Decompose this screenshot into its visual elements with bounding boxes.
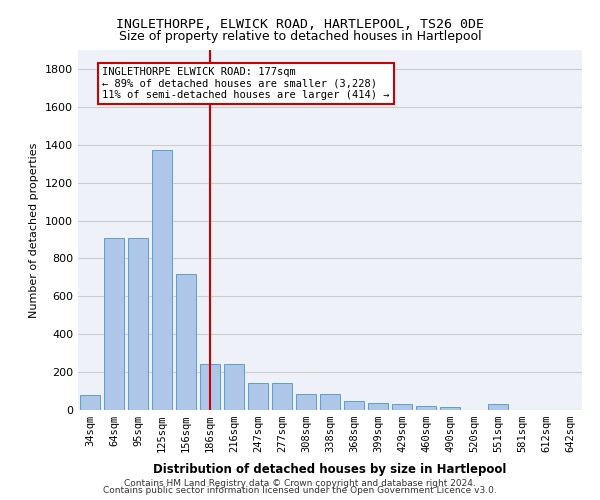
Bar bbox=[344, 400, 364, 410]
Bar bbox=[176, 274, 196, 410]
Bar bbox=[440, 407, 460, 410]
Bar bbox=[104, 238, 124, 410]
Bar bbox=[80, 395, 100, 410]
Bar bbox=[392, 404, 412, 410]
Text: Contains public sector information licensed under the Open Government Licence v3: Contains public sector information licen… bbox=[103, 486, 497, 495]
Y-axis label: Number of detached properties: Number of detached properties bbox=[29, 142, 40, 318]
Bar bbox=[128, 238, 148, 410]
Text: Contains HM Land Registry data © Crown copyright and database right 2024.: Contains HM Land Registry data © Crown c… bbox=[124, 478, 476, 488]
Text: INGLETHORPE, ELWICK ROAD, HARTLEPOOL, TS26 0DE: INGLETHORPE, ELWICK ROAD, HARTLEPOOL, TS… bbox=[116, 18, 484, 30]
Bar bbox=[248, 384, 268, 410]
X-axis label: Distribution of detached houses by size in Hartlepool: Distribution of detached houses by size … bbox=[154, 464, 506, 476]
Bar bbox=[152, 150, 172, 410]
Text: Size of property relative to detached houses in Hartlepool: Size of property relative to detached ho… bbox=[119, 30, 481, 43]
Bar bbox=[272, 384, 292, 410]
Text: INGLETHORPE ELWICK ROAD: 177sqm
← 89% of detached houses are smaller (3,228)
11%: INGLETHORPE ELWICK ROAD: 177sqm ← 89% of… bbox=[102, 67, 389, 100]
Bar bbox=[416, 406, 436, 410]
Bar bbox=[320, 394, 340, 410]
Bar bbox=[200, 364, 220, 410]
Bar bbox=[296, 394, 316, 410]
Bar bbox=[224, 364, 244, 410]
Bar bbox=[368, 404, 388, 410]
Bar bbox=[488, 404, 508, 410]
